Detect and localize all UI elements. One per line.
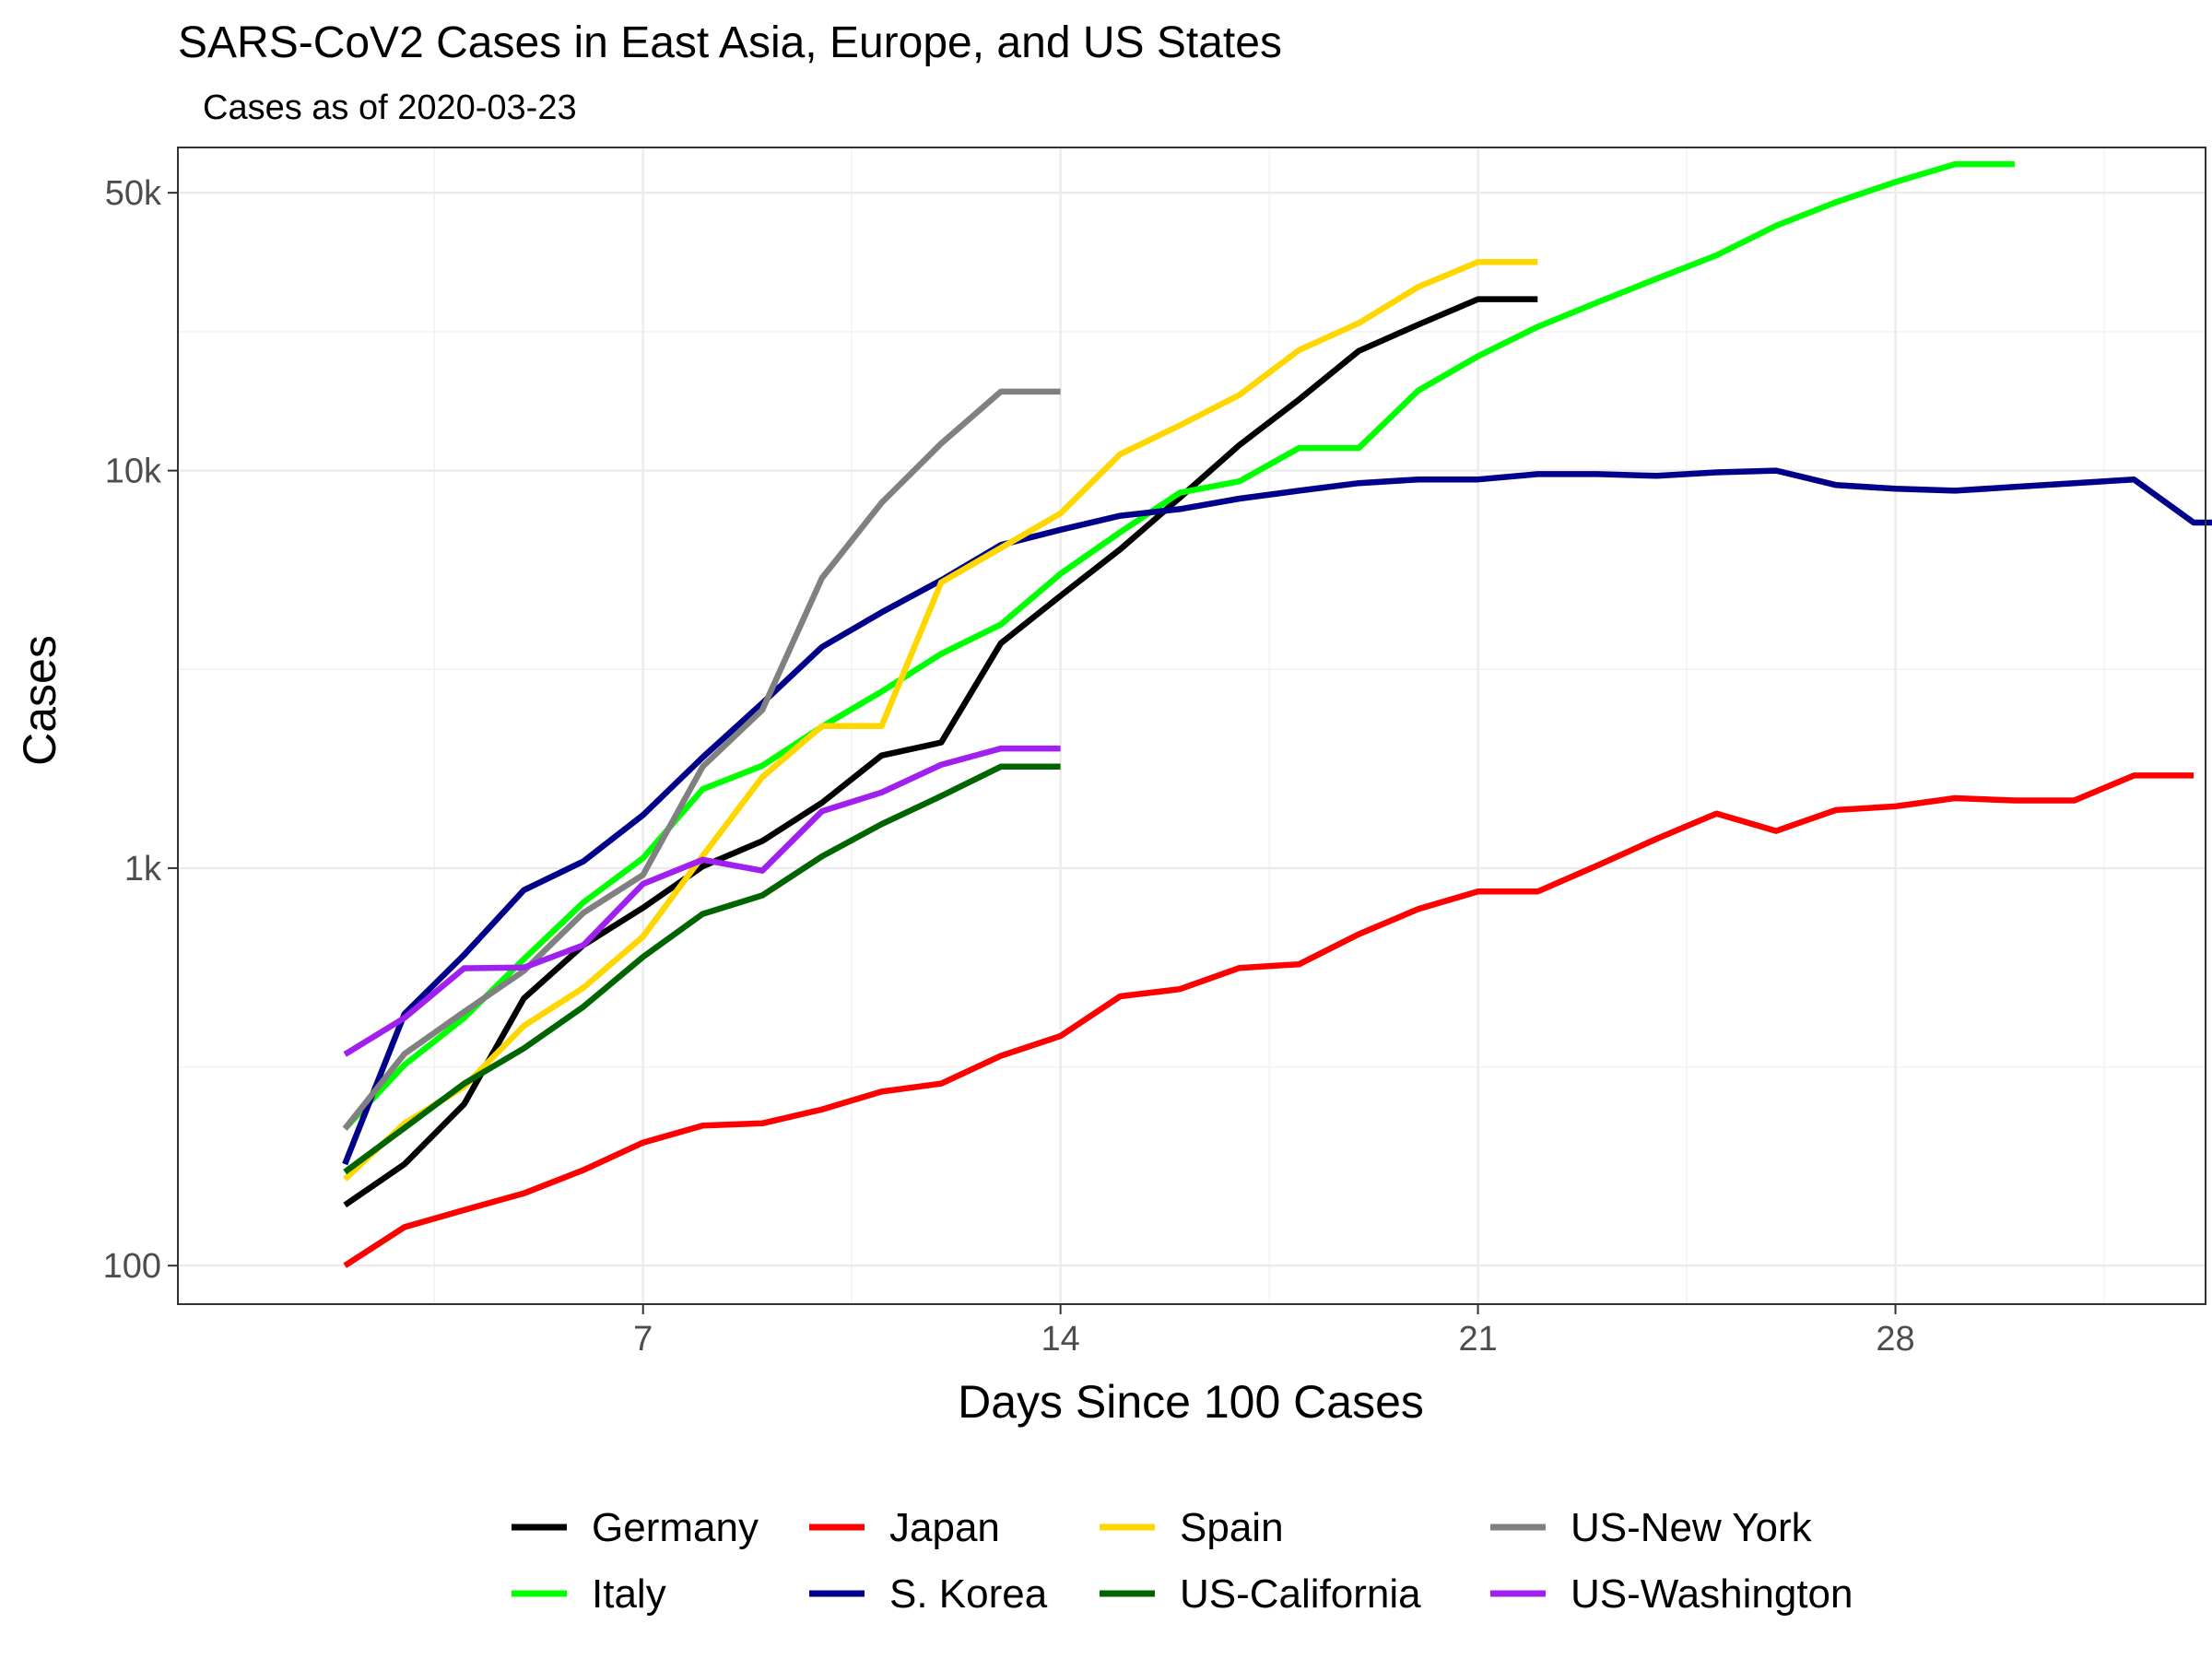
legend-label-us-new-york: US-New York (1571, 1505, 1813, 1550)
series-line-japan (343, 772, 2194, 1268)
legend-label-s-korea: S. Korea (889, 1571, 1048, 1617)
series-line-germany (343, 296, 1538, 1208)
x-tick-label: 21 (1458, 1320, 1497, 1359)
x-axis-title: Days Since 100 Cases (958, 1376, 1424, 1428)
axis-ticks: 7 14 21 28 100 1k 10k 50k (103, 174, 1915, 1359)
x-tick-label: 14 (1041, 1320, 1080, 1359)
series-line-us-new-york (342, 388, 1061, 1131)
legend: Germany Italy Japan S. Korea Spain US-Califor… (512, 1505, 1853, 1617)
series-line-italy (342, 160, 2015, 1131)
x-tick-label: 7 (633, 1320, 653, 1359)
y-tick-label: 10k (105, 453, 162, 491)
legend-label-germany: Germany (592, 1505, 759, 1550)
series-line-us-california (343, 763, 1061, 1175)
y-tick-label: 1k (124, 850, 162, 888)
legend-label-us-california: US-California (1180, 1571, 1421, 1617)
y-tick-label: 50k (105, 174, 162, 213)
legend-label-japan: Japan (889, 1505, 1000, 1550)
series-line-spain (342, 258, 1538, 1182)
y-axis-title: Cases (14, 635, 65, 766)
chart-subtitle: Cases as of 2020-03-23 (203, 88, 577, 127)
x-tick-label: 28 (1876, 1320, 1914, 1359)
grid (178, 147, 2206, 1304)
y-tick-label: 100 (103, 1247, 161, 1286)
series-line-s-korea (342, 467, 2212, 1166)
legend-label-spain: Spain (1180, 1505, 1284, 1550)
plot-series (342, 160, 2212, 1268)
plot-panel (177, 147, 2206, 1305)
series-line-us-washington (343, 745, 1061, 1057)
chart-title: SARS-CoV2 Cases in East Asia, Europe, an… (178, 18, 1282, 67)
legend-label-us-washington: US-Washington (1571, 1571, 1853, 1617)
legend-label-italy: Italy (592, 1571, 666, 1617)
